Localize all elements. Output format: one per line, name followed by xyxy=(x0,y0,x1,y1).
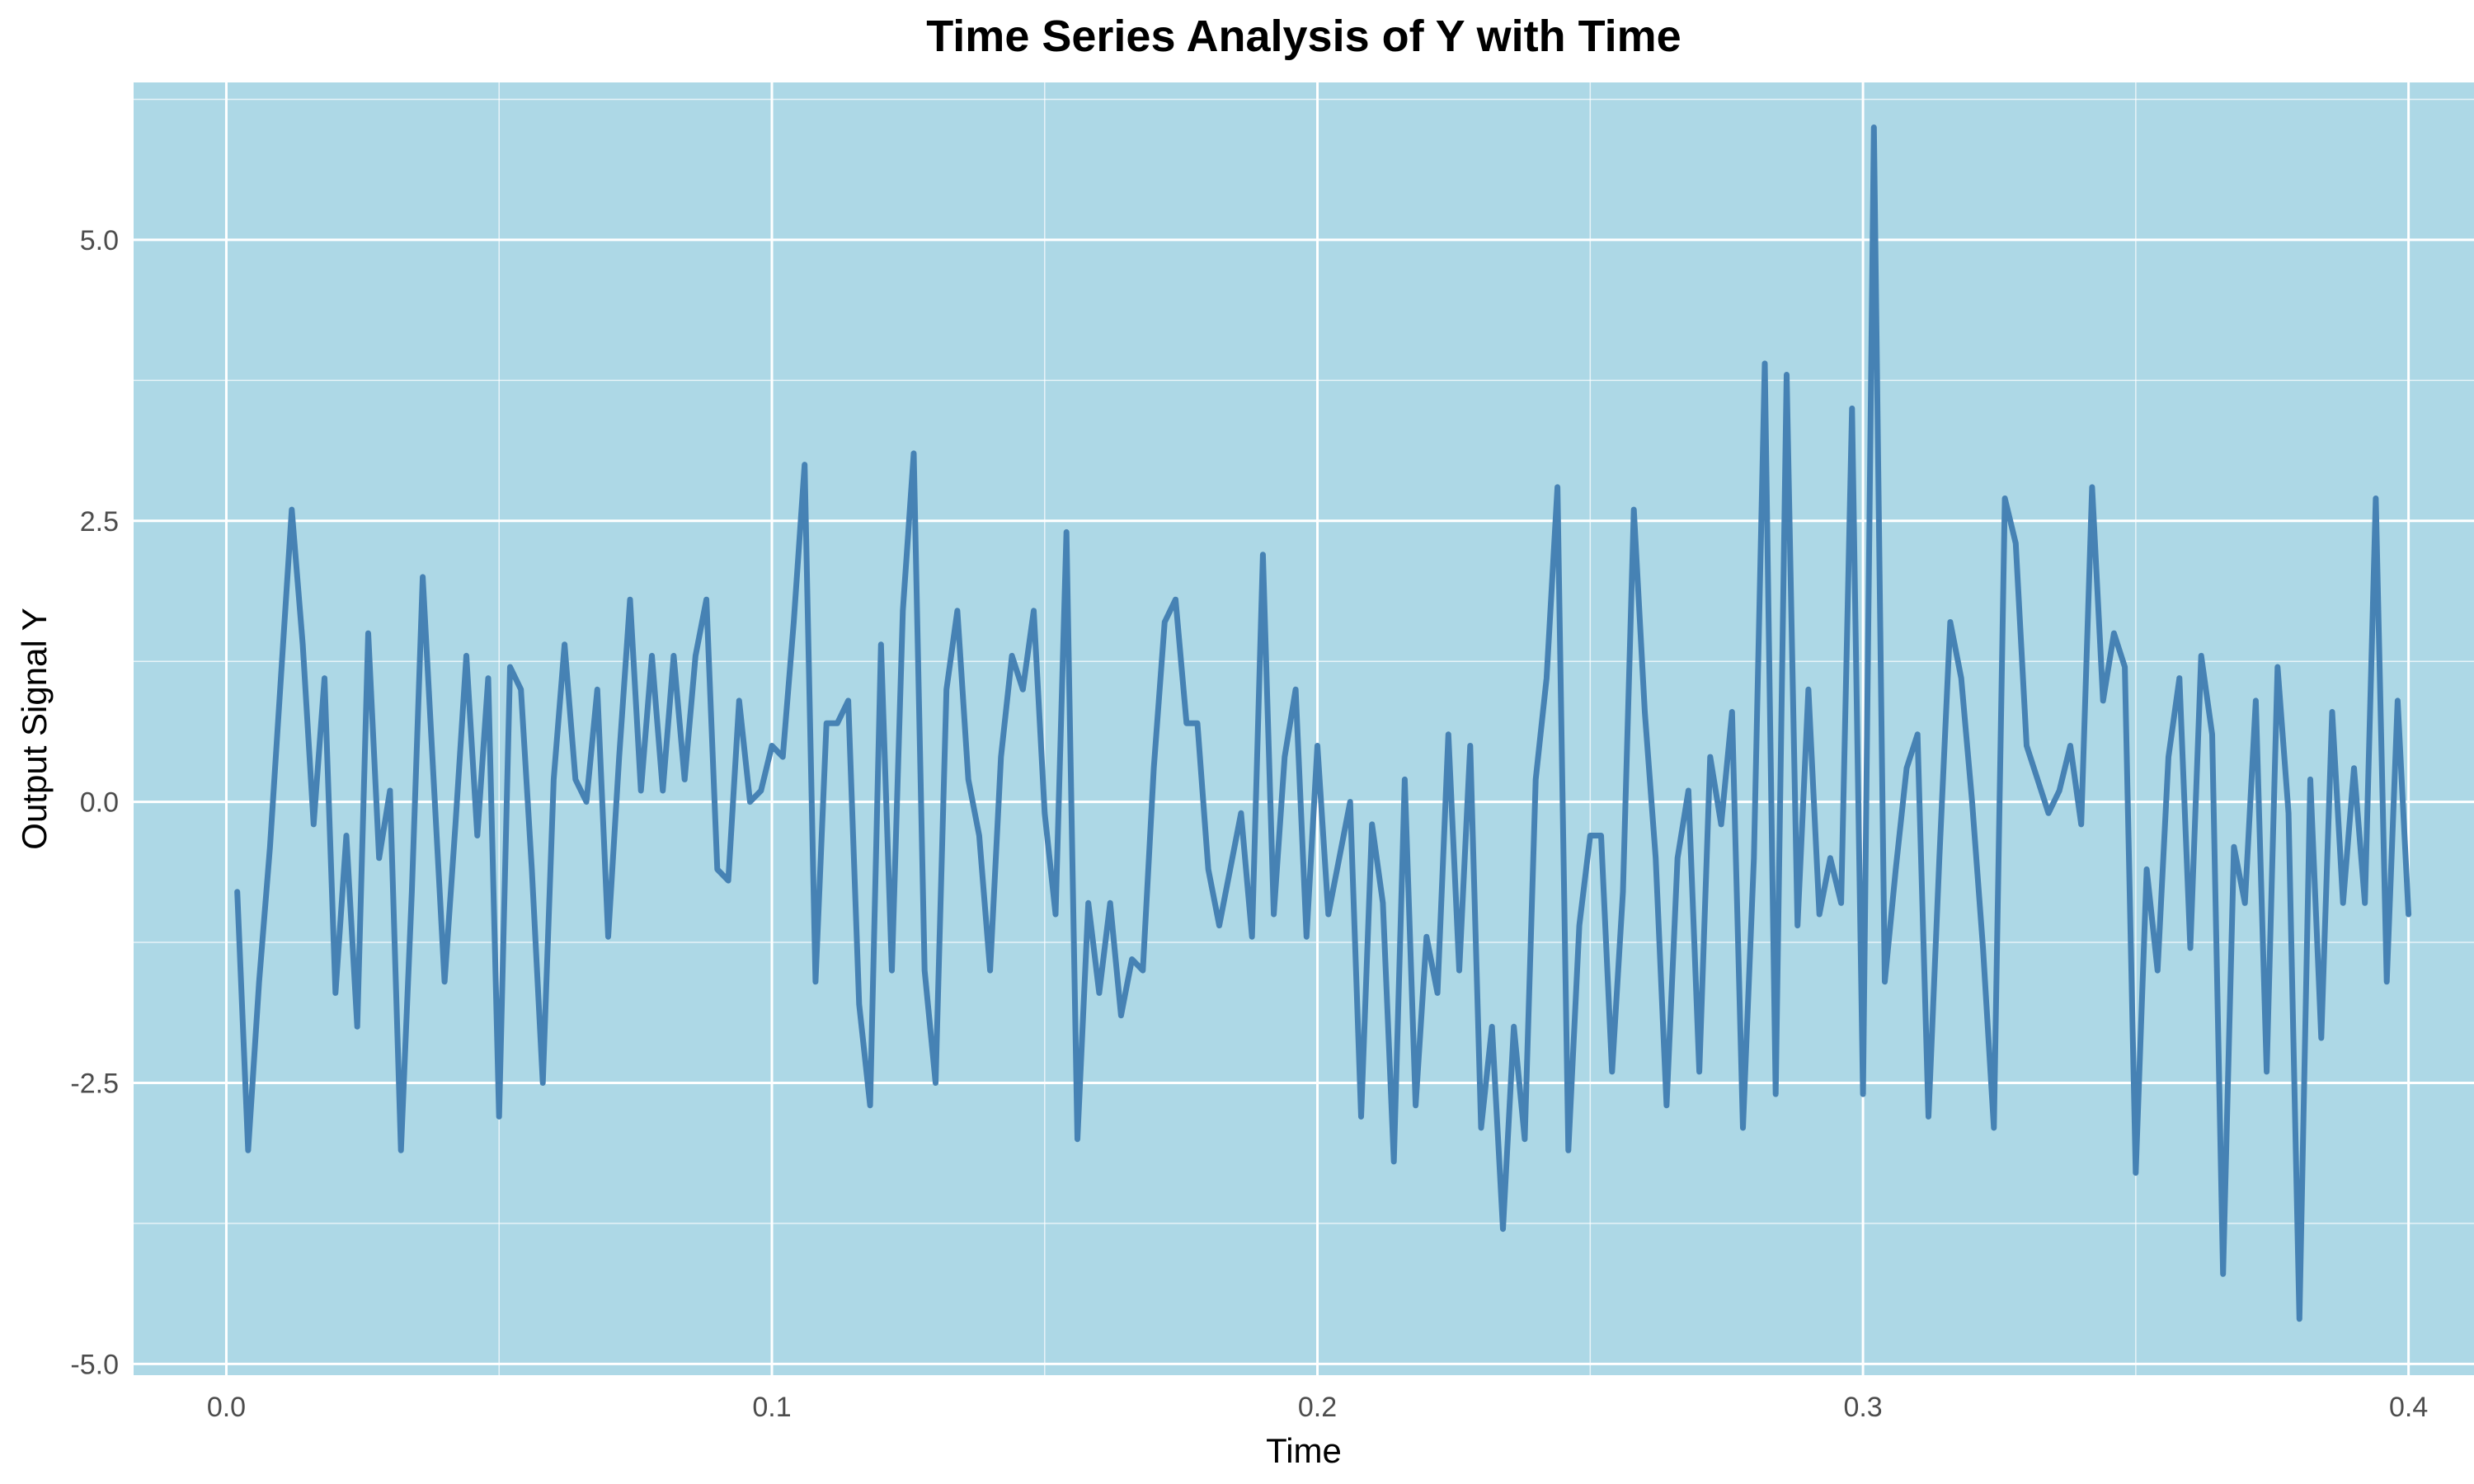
y-tick-label: -2.5 xyxy=(70,1068,119,1099)
y-tick-label: 5.0 xyxy=(80,225,119,256)
chart-title: Time Series Analysis of Y with Time xyxy=(926,12,1681,61)
major-gridlines xyxy=(134,82,2474,1375)
x-axis-label: Time xyxy=(1266,1431,1342,1470)
series-line xyxy=(234,124,2412,1322)
x-tick-label: 0.2 xyxy=(1298,1392,1337,1423)
y-tick-label: 2.5 xyxy=(80,506,119,538)
x-tick-label: 0.0 xyxy=(207,1392,246,1423)
x-tick-label: 0.3 xyxy=(1843,1392,1882,1423)
x-tick-label: 0.4 xyxy=(2389,1392,2428,1423)
y-tick-label: -5.0 xyxy=(70,1349,119,1380)
y-tick-label: 0.0 xyxy=(80,787,119,819)
x-axis-ticks: 0.0 0.1 0.2 0.3 0.4 xyxy=(207,1392,2428,1423)
y-axis-label: Output Signal Y xyxy=(15,608,54,849)
y-axis-ticks: -5.0 -2.5 0.0 2.5 5.0 xyxy=(70,225,119,1380)
x-tick-label: 0.1 xyxy=(752,1392,791,1423)
